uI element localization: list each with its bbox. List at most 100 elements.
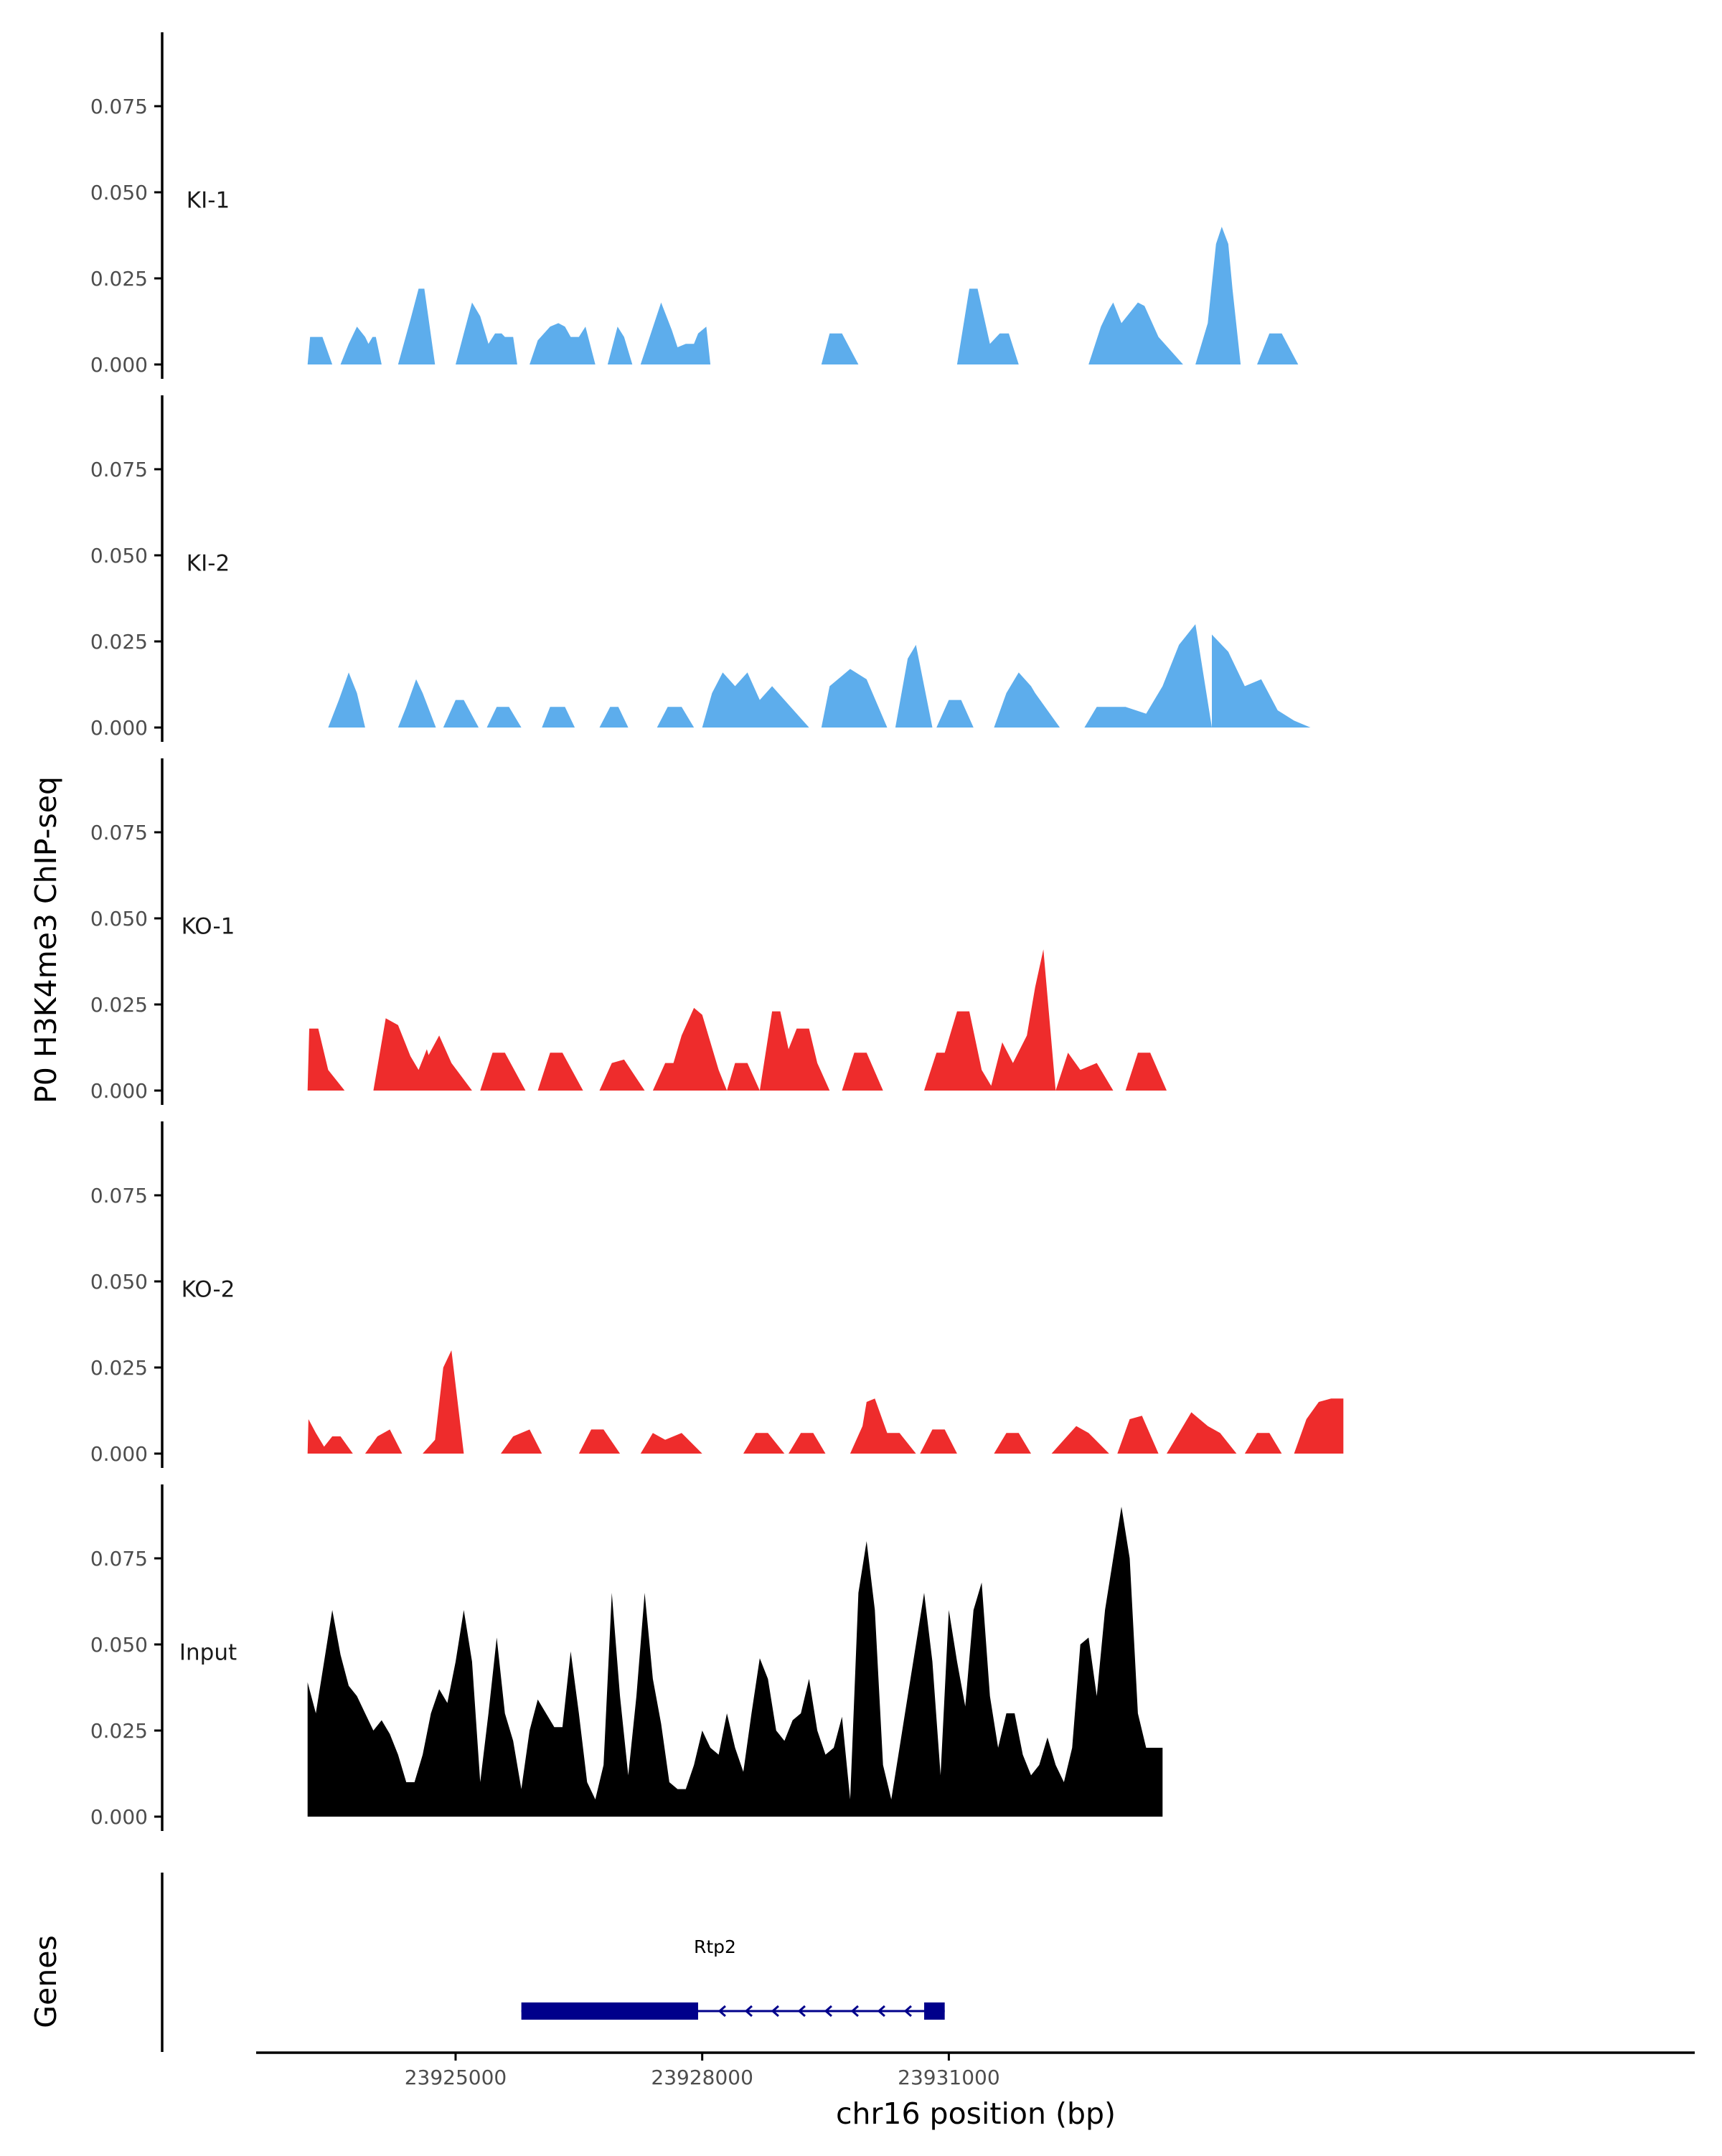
signal-peak (542, 707, 575, 728)
genes-track-title: Genes (29, 1935, 63, 2028)
x-axis-ticks: 23925000 23928000 23931000 (405, 2053, 1000, 2089)
signal-peak (340, 326, 382, 364)
gene-exon (924, 2002, 945, 2020)
y-tick-label: 0.075 (90, 1547, 148, 1571)
gene-name-label: Rtp2 (694, 1936, 736, 1957)
signal-peak (842, 1053, 883, 1091)
signal-peak (397, 288, 436, 364)
signal-peak (328, 672, 365, 728)
y-tick-label: 0.050 (90, 1633, 148, 1657)
y-tick-label: 0.050 (90, 907, 148, 931)
signal-area (307, 1507, 1163, 1817)
signal-peak (486, 707, 522, 728)
y-tick-label: 0.025 (90, 267, 148, 291)
y-tick-label: 0.075 (90, 1184, 148, 1208)
y-tick-label: 0.075 (90, 458, 148, 481)
signal-peak (480, 1053, 526, 1091)
signal-peak (443, 700, 479, 728)
signal-peak (743, 1433, 785, 1454)
genes-track: Genes Rtp2 (29, 1873, 945, 2052)
track-label-input: Input (179, 1640, 237, 1666)
signal-peak (364, 1429, 403, 1454)
y-tick-label: 0.075 (90, 95, 148, 118)
signal-peak (537, 1053, 583, 1091)
signal-peak (307, 1028, 345, 1091)
signal-peak (397, 679, 436, 728)
track-label-ki-1: KI-1 (187, 188, 230, 214)
signal-peak (759, 1011, 830, 1091)
track-label-ko-2: KO-2 (182, 1277, 235, 1303)
signal-peak (307, 1419, 353, 1454)
signal-peak (640, 302, 711, 364)
signal-peak (640, 1433, 702, 1454)
signal-peak (652, 1007, 728, 1091)
gene-model (521, 2002, 945, 2020)
signal-peak (702, 672, 809, 728)
track-ki-2: 0.000 0.025 0.050 0.075 KI-2 (90, 395, 1311, 742)
signal-peak (1055, 1053, 1114, 1091)
y-tick-label: 0.025 (90, 1719, 148, 1743)
y-axis-title: P0 H3K4me3 ChIP-seq (29, 776, 63, 1103)
signal-peak (1125, 1053, 1167, 1091)
signal-peak (989, 949, 1056, 1091)
y-tick-label: 0.000 (90, 716, 148, 740)
signal-peak (727, 1063, 760, 1091)
signal-peak (530, 323, 596, 364)
track-label-ki-2: KI-2 (187, 551, 230, 577)
signal-peak (1244, 1433, 1282, 1454)
signal-peak (994, 672, 1060, 728)
y-tick-label: 0.025 (90, 1356, 148, 1380)
strand-arrow (718, 2005, 726, 2018)
y-tick-label: 0.050 (90, 544, 148, 568)
y-tick-label: 0.050 (90, 181, 148, 204)
signal-peak (850, 1398, 916, 1454)
strand-arrow (850, 2005, 859, 2018)
y-tick-label: 0.000 (90, 1805, 148, 1829)
signal-peak (456, 302, 517, 364)
signal-peak (599, 1059, 645, 1091)
signal-peak (895, 644, 933, 728)
track-ki-1: 0.000 0.025 0.050 0.075 KI-1 (90, 32, 1299, 379)
strand-arrow (744, 2005, 753, 2018)
signal-peak (423, 1350, 464, 1454)
signal-peak (936, 700, 974, 728)
y-tick-label: 0.025 (90, 630, 148, 654)
track-ko-1: 0.000 0.025 0.050 0.075 KO-1 (90, 758, 1167, 1105)
strand-arrow (877, 2005, 885, 2018)
x-axis-title: chr16 position (bp) (836, 2096, 1116, 2131)
signal-peak (599, 707, 629, 728)
signal-peak (657, 707, 695, 728)
gene-exon (521, 2002, 698, 2020)
track-input: 0.000 0.025 0.050 0.075 Input (90, 1484, 1163, 1831)
signal-peak (1294, 1398, 1344, 1454)
strand-arrow (771, 2005, 779, 2018)
y-tick-label: 0.000 (90, 1079, 148, 1103)
signal-peak (1212, 634, 1311, 728)
signal-peak (607, 326, 633, 364)
signal-peak (501, 1429, 542, 1454)
signal-peak (1195, 227, 1241, 364)
signal-peak (307, 336, 333, 364)
signal-peak (789, 1433, 826, 1454)
strand-arrow (903, 2005, 912, 2018)
signal-peak (821, 333, 859, 364)
signal-peak (1257, 333, 1299, 364)
signal-peak (1088, 302, 1183, 364)
signal-peak (920, 1429, 957, 1454)
x-tick-label: 23928000 (651, 2066, 753, 2089)
signal-peak (1084, 624, 1212, 728)
signal-peak (821, 669, 888, 728)
signal-peak (994, 1433, 1031, 1454)
x-tick-label: 23925000 (405, 2066, 507, 2089)
track-label-ko-1: KO-1 (182, 914, 235, 940)
track-ko-2: 0.000 0.025 0.050 0.075 KO-2 (90, 1121, 1344, 1468)
signal-peak (924, 1011, 994, 1091)
signal-peak (414, 1035, 472, 1091)
signal-peak (1167, 1412, 1237, 1454)
y-tick-label: 0.075 (90, 821, 148, 844)
y-tick-label: 0.000 (90, 1442, 148, 1466)
x-axis: 23925000 23928000 23931000 chr16 position … (256, 2051, 1695, 2131)
signal-peak (1051, 1426, 1109, 1454)
